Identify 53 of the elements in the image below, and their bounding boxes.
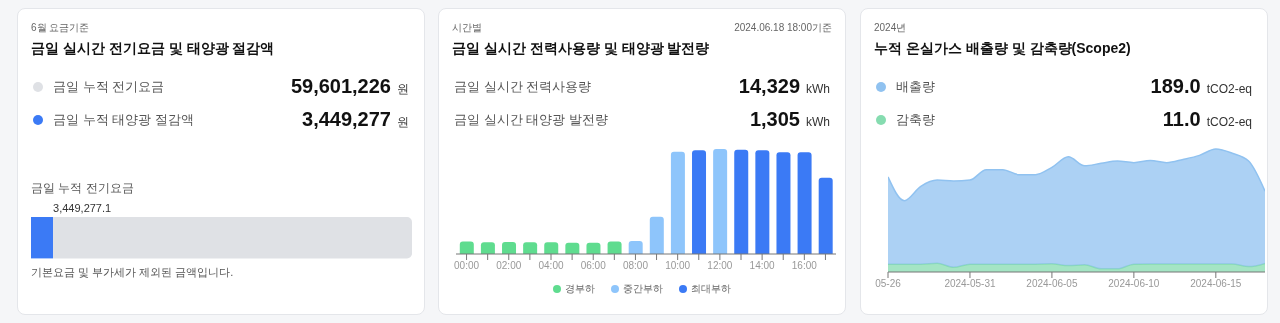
- data-label: 3,449,277.1: [53, 202, 112, 214]
- bar: [649, 216, 664, 254]
- x-tick-label: 04:00: [538, 260, 564, 272]
- chart-subtitle: 시간별: [452, 21, 482, 35]
- bar: [797, 152, 812, 254]
- bar: [818, 177, 833, 254]
- legend-label: 최대부하: [690, 282, 731, 296]
- x-tick-label: 2024-06-10: [1108, 278, 1160, 290]
- x-tick-label: 00:00: [454, 260, 480, 272]
- x-tick-label: 14:00: [749, 260, 776, 272]
- text: 1,305 kWh: [749, 108, 830, 130]
- legend-label: 금일 누적 태양광 절감액: [53, 110, 194, 129]
- text: 59,601,226 원: [290, 75, 409, 97]
- text: 14,329 kWh: [738, 75, 830, 97]
- bar: [480, 242, 495, 254]
- x-tick-label: 2024-06-15: [1190, 278, 1242, 290]
- legend-label: 경부하: [564, 282, 595, 296]
- text: 11.0 tCO2-eq: [1162, 108, 1252, 130]
- x-tick-label: 12:00: [707, 260, 733, 272]
- bar: [734, 149, 749, 254]
- x-tick-label: 10:00: [665, 260, 691, 272]
- bar: [755, 150, 770, 254]
- x-tick-label: 16:00: [791, 260, 818, 272]
- bar: [544, 242, 559, 254]
- text: 2024.06.18 18:00기준: [734, 21, 832, 35]
- legend-label: 금일 누적 전기요금: [53, 77, 165, 96]
- x-tick-label: 05-26: [875, 278, 902, 290]
- text: 189.0 tCO2-eq: [1150, 75, 1252, 97]
- bar: [459, 241, 474, 254]
- x-tick-label: 2024-06-05: [1026, 278, 1078, 290]
- bar: [523, 242, 538, 254]
- bar: [502, 242, 517, 254]
- x-tick-label: 2024-05-31: [944, 278, 996, 290]
- text: 금일 실시간 전력사용량: [454, 77, 592, 96]
- bar: [776, 152, 791, 254]
- bar: [713, 149, 728, 254]
- x-tick-label: 08:00: [622, 260, 649, 272]
- text: 금일 실시간 태양광 발전량: [454, 110, 608, 129]
- bar: [692, 150, 707, 254]
- chart-subtitle: 6월 요금기준: [31, 21, 90, 35]
- legend-label: 배출량: [896, 77, 935, 96]
- chart-title: 금일 실시간 전기요금 및 태양광 절감액: [31, 40, 276, 58]
- chart-subtitle: 2024년: [874, 21, 907, 35]
- chart-title: 금일 실시간 전력사용량 및 태양광 발전량: [452, 40, 711, 58]
- bar: [628, 240, 643, 254]
- x-tick-label: 02:00: [496, 260, 522, 272]
- x-tick-label: 06:00: [580, 260, 607, 272]
- legend-label: 중간부하: [622, 282, 663, 296]
- text: 3,449,277 원: [302, 108, 409, 130]
- chart-title: 누적 온실가스 배출량 및 감축량(Scope2): [874, 40, 1132, 58]
- legend-label: 감축량: [896, 110, 935, 129]
- text: 기본요금 및 부가세가 제외된 금액입니다.: [31, 265, 235, 280]
- bar: [670, 151, 685, 254]
